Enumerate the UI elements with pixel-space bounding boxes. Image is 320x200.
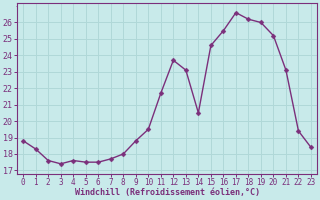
X-axis label: Windchill (Refroidissement éolien,°C): Windchill (Refroidissement éolien,°C) xyxy=(75,188,260,197)
